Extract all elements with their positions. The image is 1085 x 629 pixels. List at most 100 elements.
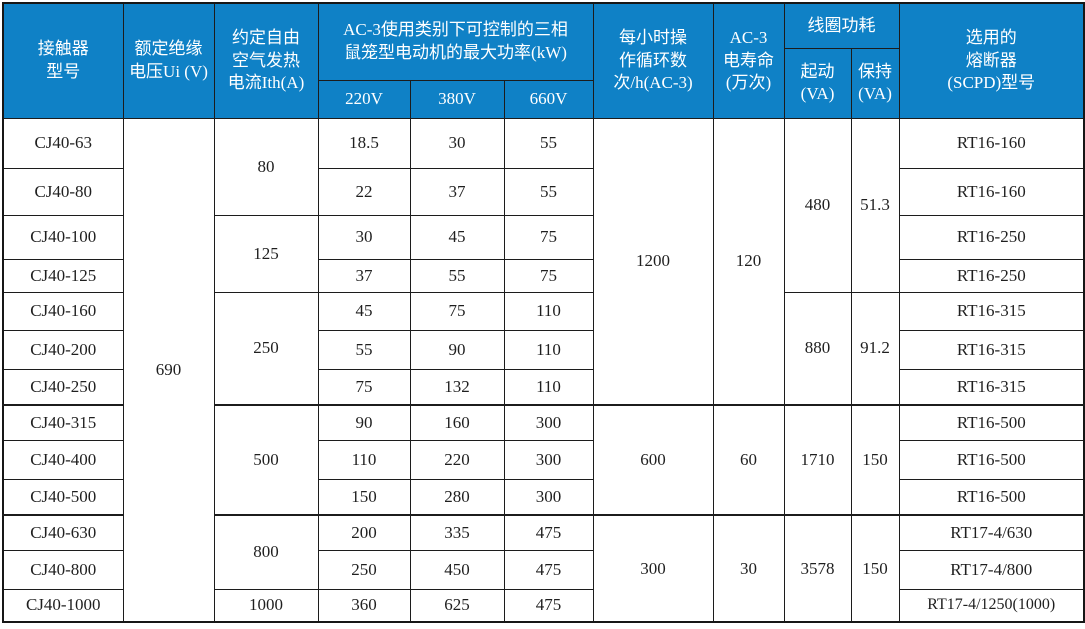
cell-fuse: RT16-315 <box>898 368 1085 406</box>
cell-p380: 160 <box>409 404 505 441</box>
cell-ith-800: 800 <box>213 514 319 590</box>
cell-p220: 250 <box>317 549 411 590</box>
table-row: CJ40-315 500 90 160 300 600 60 1710 150 … <box>2 404 1085 516</box>
cell-hold-51-3: 51.3 <box>850 117 900 293</box>
cell-p380: 55 <box>409 258 505 293</box>
cell-life-120: 120 <box>712 117 785 406</box>
cell-fuse: RT17-4/1250(1000) <box>898 588 1085 623</box>
header-contactor-model: 接触器 型号 <box>2 2 124 119</box>
cell-model: CJ40-500 <box>2 478 124 516</box>
cell-p220: 30 <box>317 214 411 260</box>
cell-p660: 110 <box>503 368 594 406</box>
cell-life-30: 30 <box>712 514 785 623</box>
cell-p220: 110 <box>317 439 411 480</box>
table-row: CJ40-160 250 45 75 110 880 91.2 RT16-315 <box>2 291 1085 406</box>
header-motor-power-group: AC-3使用类别下可控制的三相 鼠笼型电动机的最大功率(kW) <box>317 2 594 81</box>
cell-p380: 450 <box>409 549 505 590</box>
cell-p220: 55 <box>317 329 411 370</box>
cell-model: CJ40-800 <box>2 549 124 590</box>
cell-model: CJ40-80 <box>2 167 124 216</box>
cell-p220: 150 <box>317 478 411 516</box>
cell-fuse: RT17-4/800 <box>898 549 1085 590</box>
table-body: CJ40-63 690 80 18.5 30 55 1200 120 480 5… <box>2 117 1085 623</box>
cell-fuse: RT17-4/630 <box>898 514 1085 551</box>
cell-p220: 360 <box>317 588 411 623</box>
cell-fuse: RT16-500 <box>898 439 1085 480</box>
cell-p380: 220 <box>409 439 505 480</box>
cell-ui-690: 690 <box>122 117 215 623</box>
cell-p380: 280 <box>409 478 505 516</box>
cell-p660: 55 <box>503 117 594 169</box>
cell-p660: 300 <box>503 439 594 480</box>
cell-p380: 45 <box>409 214 505 260</box>
cell-p660: 475 <box>503 514 594 551</box>
cell-p220: 37 <box>317 258 411 293</box>
cell-ith-500: 500 <box>213 404 319 516</box>
table-row: CJ40-125 37 55 75 RT16-250 <box>2 258 1085 293</box>
table-row: CJ40-630 800 200 335 475 300 30 3578 150… <box>2 514 1085 623</box>
cell-p380: 75 <box>409 291 505 331</box>
cell-model: CJ40-400 <box>2 439 124 480</box>
cell-p220: 22 <box>317 167 411 216</box>
cell-hold-91-2: 91.2 <box>850 291 900 406</box>
cell-fuse: RT16-315 <box>898 291 1085 331</box>
cell-p380: 30 <box>409 117 505 169</box>
table-header: 接触器 型号 额定绝缘 电压Ui (V) 约定自由 空气发热 电流Ith(A) … <box>2 2 1085 119</box>
cell-start-480: 480 <box>783 117 852 293</box>
cell-p660: 55 <box>503 167 594 216</box>
table-row: CJ40-63 690 80 18.5 30 55 1200 120 480 5… <box>2 117 1085 623</box>
cell-p660: 475 <box>503 549 594 590</box>
cell-ith-250: 250 <box>213 291 319 406</box>
cell-p220: 90 <box>317 404 411 441</box>
header-fuse-model: 选用的 熔断器 (SCPD)型号 <box>898 2 1085 119</box>
cell-cycles-300: 300 <box>592 514 714 623</box>
table-row: CJ40-100 125 30 45 75 RT16-250 <box>2 214 1085 293</box>
cell-p220: 18.5 <box>317 117 411 169</box>
cell-model: CJ40-630 <box>2 514 124 551</box>
cell-cycles-1200: 1200 <box>592 117 714 406</box>
table-row: CJ40-500 150 280 300 RT16-500 <box>2 478 1085 516</box>
cell-fuse: RT16-315 <box>898 329 1085 370</box>
cell-hold-150b: 150 <box>850 514 900 623</box>
cell-ith-1000: 1000 <box>213 588 319 623</box>
header-thermal-current: 约定自由 空气发热 电流Ith(A) <box>213 2 319 119</box>
cell-ith-125: 125 <box>213 214 319 293</box>
cell-p660: 110 <box>503 291 594 331</box>
cell-model: CJ40-63 <box>2 117 124 169</box>
cell-model: CJ40-100 <box>2 214 124 260</box>
cell-model: CJ40-160 <box>2 291 124 331</box>
cell-fuse: RT16-250 <box>898 214 1085 260</box>
cell-fuse: RT16-160 <box>898 117 1085 169</box>
header-coil-start: 起动 (VA) <box>783 47 852 119</box>
cell-ith-80: 80 <box>213 117 319 216</box>
cell-model: CJ40-250 <box>2 368 124 406</box>
cell-p660: 110 <box>503 329 594 370</box>
cell-life-60: 60 <box>712 404 785 516</box>
cell-p220: 75 <box>317 368 411 406</box>
header-coil-hold: 保持 (VA) <box>850 47 900 119</box>
cell-start-3578: 3578 <box>783 514 852 623</box>
cell-fuse: RT16-500 <box>898 404 1085 441</box>
header-rated-insulation-voltage: 额定绝缘 电压Ui (V) <box>122 2 215 119</box>
cell-p660: 300 <box>503 404 594 441</box>
cell-start-880: 880 <box>783 291 852 406</box>
cell-p380: 90 <box>409 329 505 370</box>
cell-model: CJ40-200 <box>2 329 124 370</box>
cell-model: CJ40-1000 <box>2 588 124 623</box>
header-operating-cycles: 每小时操 作循环数 次/h(AC-3) <box>592 2 714 119</box>
cell-p220: 45 <box>317 291 411 331</box>
table-row: CJ40-800 250 450 475 RT17-4/800 <box>2 549 1085 590</box>
table-row: CJ40-80 22 37 55 RT16-160 <box>2 167 1085 216</box>
cell-p660: 75 <box>503 214 594 260</box>
cell-p660: 75 <box>503 258 594 293</box>
header-coil-power-group: 线圈功耗 <box>783 2 900 49</box>
cell-p220: 200 <box>317 514 411 551</box>
table-row: CJ40-250 75 132 110 RT16-315 <box>2 368 1085 406</box>
table-row: CJ40-200 55 90 110 RT16-315 <box>2 329 1085 370</box>
table-row: CJ40-400 110 220 300 RT16-500 <box>2 439 1085 480</box>
cell-fuse: RT16-500 <box>898 478 1085 516</box>
cell-p380: 625 <box>409 588 505 623</box>
table-row: CJ40-1000 1000 360 625 475 RT17-4/1250(1… <box>2 588 1085 623</box>
cell-p380: 132 <box>409 368 505 406</box>
